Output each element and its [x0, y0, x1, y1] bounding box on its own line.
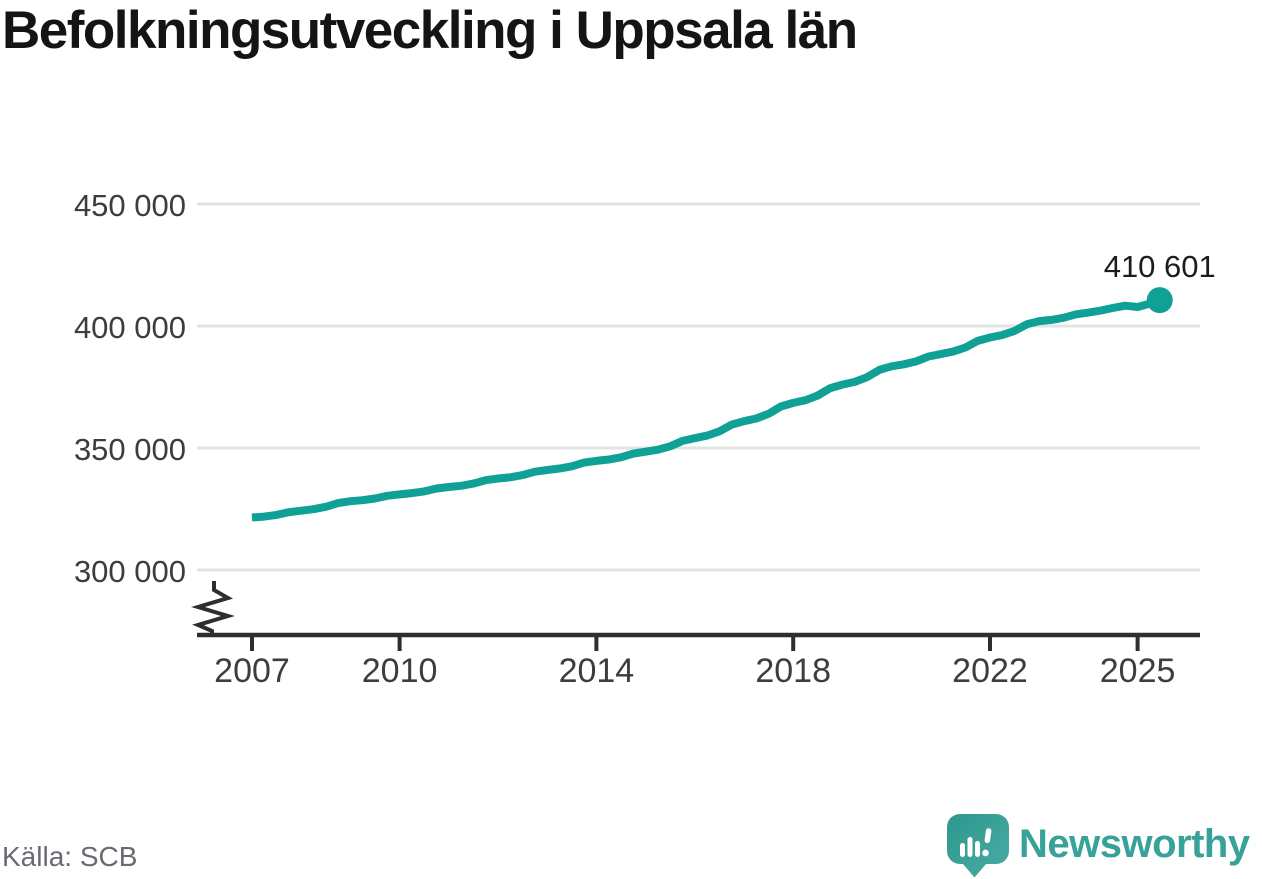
newsworthy-wordmark: Newsworthy — [1019, 822, 1250, 866]
x-tick-label: 2018 — [755, 652, 831, 690]
population-line — [251, 296, 1162, 522]
end-value-annotation: 410 601 — [1103, 249, 1216, 285]
x-tick-label: 2014 — [558, 652, 635, 690]
gridlines — [197, 202, 1200, 572]
chart-title: Befolkningsutveckling i Uppsala län — [2, 1, 858, 60]
end-point-marker — [1146, 287, 1173, 314]
x-tick-label: 2025 — [1099, 652, 1176, 690]
source-note: Källa: SCB — [2, 841, 138, 872]
x-tick-label: 2022 — [952, 652, 1028, 690]
y-tick-label: 300 000 — [73, 554, 186, 589]
x-tick-label: 2007 — [214, 652, 290, 690]
population-line-series — [251, 287, 1173, 522]
y-tick-label: 350 000 — [73, 432, 186, 467]
x-tick-label: 2010 — [361, 652, 438, 690]
x-axis — [191, 581, 1200, 651]
y-axis-break-icon — [191, 581, 235, 637]
y-tick-label: 400 000 — [73, 310, 186, 345]
y-tick-label: 450 000 — [73, 188, 186, 223]
exclamation-glyph — [982, 828, 992, 857]
bar-chart-glyph — [960, 837, 980, 857]
newsworthy-logo-icon — [947, 814, 1009, 878]
